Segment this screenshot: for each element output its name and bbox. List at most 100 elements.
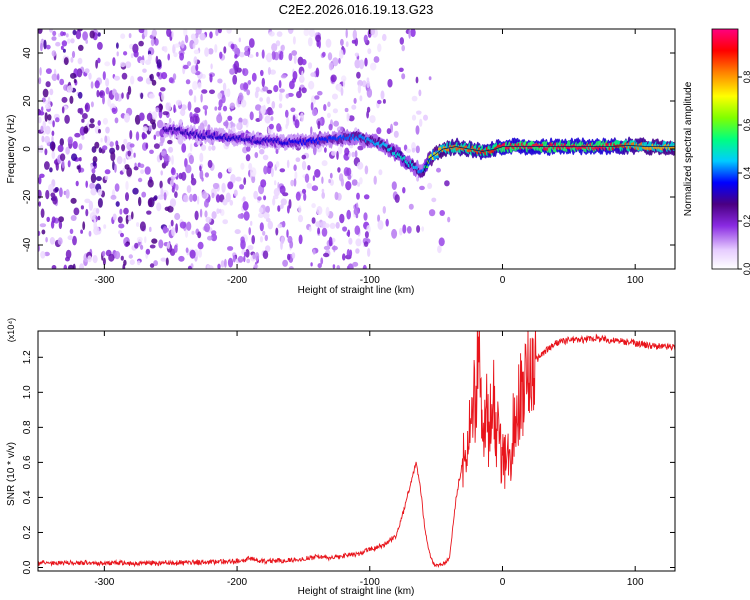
heatmap-cell [97, 120, 101, 126]
heatmap-cell [168, 117, 172, 124]
heatmap-cell [259, 148, 265, 155]
heatmap-cell [151, 29, 157, 37]
heatmap-cell [279, 168, 286, 173]
heatmap-cell [246, 89, 251, 96]
heatmap-cell [357, 182, 361, 187]
heatmap-cell [188, 89, 193, 96]
heatmap-cell [428, 76, 432, 81]
heatmap-cell [67, 38, 71, 44]
heatmap-cell [238, 92, 244, 101]
heatmap-cell [307, 62, 313, 69]
heatmap-cell [312, 145, 317, 156]
bottom-scale-label: (x10⁴) [6, 318, 16, 342]
heatmap-cell [46, 216, 50, 222]
heatmap-cell [243, 255, 246, 263]
heatmap-cell [251, 235, 255, 245]
heatmap-cell [173, 244, 178, 253]
heatmap-cell [421, 226, 425, 232]
heatmap-cell [401, 44, 406, 52]
heatmap-cell [193, 95, 197, 103]
heatmap-cell [44, 148, 48, 156]
heatmap-cell [320, 257, 324, 265]
heatmap-cell [150, 38, 155, 47]
heatmap-cell [122, 167, 126, 173]
heatmap-cell [96, 89, 100, 98]
heatmap-cell [444, 180, 450, 187]
heatmap-cell [45, 189, 50, 200]
top-y-axis-label: Frequency (Hz) [6, 115, 17, 184]
heatmap-cell [67, 160, 71, 168]
heatmap-cell [130, 53, 134, 59]
heatmap-cell [364, 57, 368, 67]
heatmap-cell [153, 260, 159, 267]
heatmap-cell [146, 210, 152, 215]
heatmap-cell [180, 40, 185, 49]
heatmap-cell [255, 86, 260, 93]
heatmap-cell [197, 241, 204, 250]
heatmap-cell [156, 59, 162, 69]
heatmap-cell [342, 78, 346, 88]
heatmap-cell [275, 40, 281, 47]
heatmap-cell [49, 167, 53, 173]
heatmap-cell [333, 120, 339, 127]
heatmap-cell [72, 235, 77, 246]
heatmap-cell [58, 216, 64, 223]
heatmap-cell [114, 117, 119, 124]
heatmap-cell [44, 135, 50, 144]
heatmap-cell [317, 120, 321, 130]
heatmap-cell [149, 244, 156, 249]
heatmap-cell [327, 52, 333, 61]
heatmap-cell [209, 73, 213, 83]
heatmap-cell [63, 264, 68, 269]
heatmap-cell [363, 212, 368, 221]
x-tick-label: 100 [627, 275, 644, 286]
heatmap-cell [271, 43, 278, 52]
heatmap-cell [128, 33, 132, 39]
heatmap-cell [190, 33, 196, 40]
y-tick-label: 0.0 [22, 560, 33, 574]
heatmap-cell [93, 218, 97, 225]
heatmap-cell [229, 122, 236, 128]
heatmap-cell [294, 171, 298, 180]
heatmap-cell [151, 122, 157, 130]
heatmap-cell [104, 169, 111, 175]
heatmap-cell [127, 85, 132, 95]
snr-line [38, 331, 675, 569]
y-tick-label: 1.0 [22, 385, 33, 399]
heatmap-cell [136, 236, 143, 243]
heatmap-cell [81, 135, 85, 140]
heatmap-cell [262, 250, 269, 259]
heatmap-cell [125, 61, 132, 69]
heatmap-cell [160, 257, 167, 262]
heatmap-cell [298, 87, 302, 93]
heatmap-cell [329, 222, 336, 229]
heatmap-cell [204, 108, 207, 116]
heatmap-cell [277, 205, 281, 212]
heatmap-cell [133, 166, 139, 171]
heatmap-cell [291, 50, 298, 56]
heatmap-cell [263, 165, 268, 175]
x-tick-label: -100 [360, 275, 380, 286]
heatmap-cell [192, 43, 196, 49]
bottom-y-axis-label: SNR (10 * v/v) [6, 442, 17, 506]
heatmap-cell [258, 207, 264, 214]
heatmap-cell [163, 154, 170, 162]
heatmap-cell [41, 135, 45, 143]
colorbar-gradient [711, 28, 739, 270]
heatmap-cell [311, 108, 318, 117]
heatmap-cell [102, 257, 106, 266]
heatmap-cell [311, 203, 316, 209]
heatmap-cell [78, 157, 82, 162]
heatmap-cell [264, 234, 268, 242]
heatmap-cell [51, 141, 55, 152]
heatmap-cell [141, 191, 147, 198]
heatmap-cell [38, 201, 41, 207]
heatmap-cell [355, 238, 362, 247]
heatmap-cell [38, 230, 41, 236]
heatmap-cell [191, 230, 195, 235]
heatmap-cell [270, 167, 274, 178]
heatmap-cell [248, 54, 254, 59]
heatmap-cell [51, 150, 56, 160]
heatmap-cell [378, 169, 383, 176]
heatmap-cell [235, 176, 242, 182]
